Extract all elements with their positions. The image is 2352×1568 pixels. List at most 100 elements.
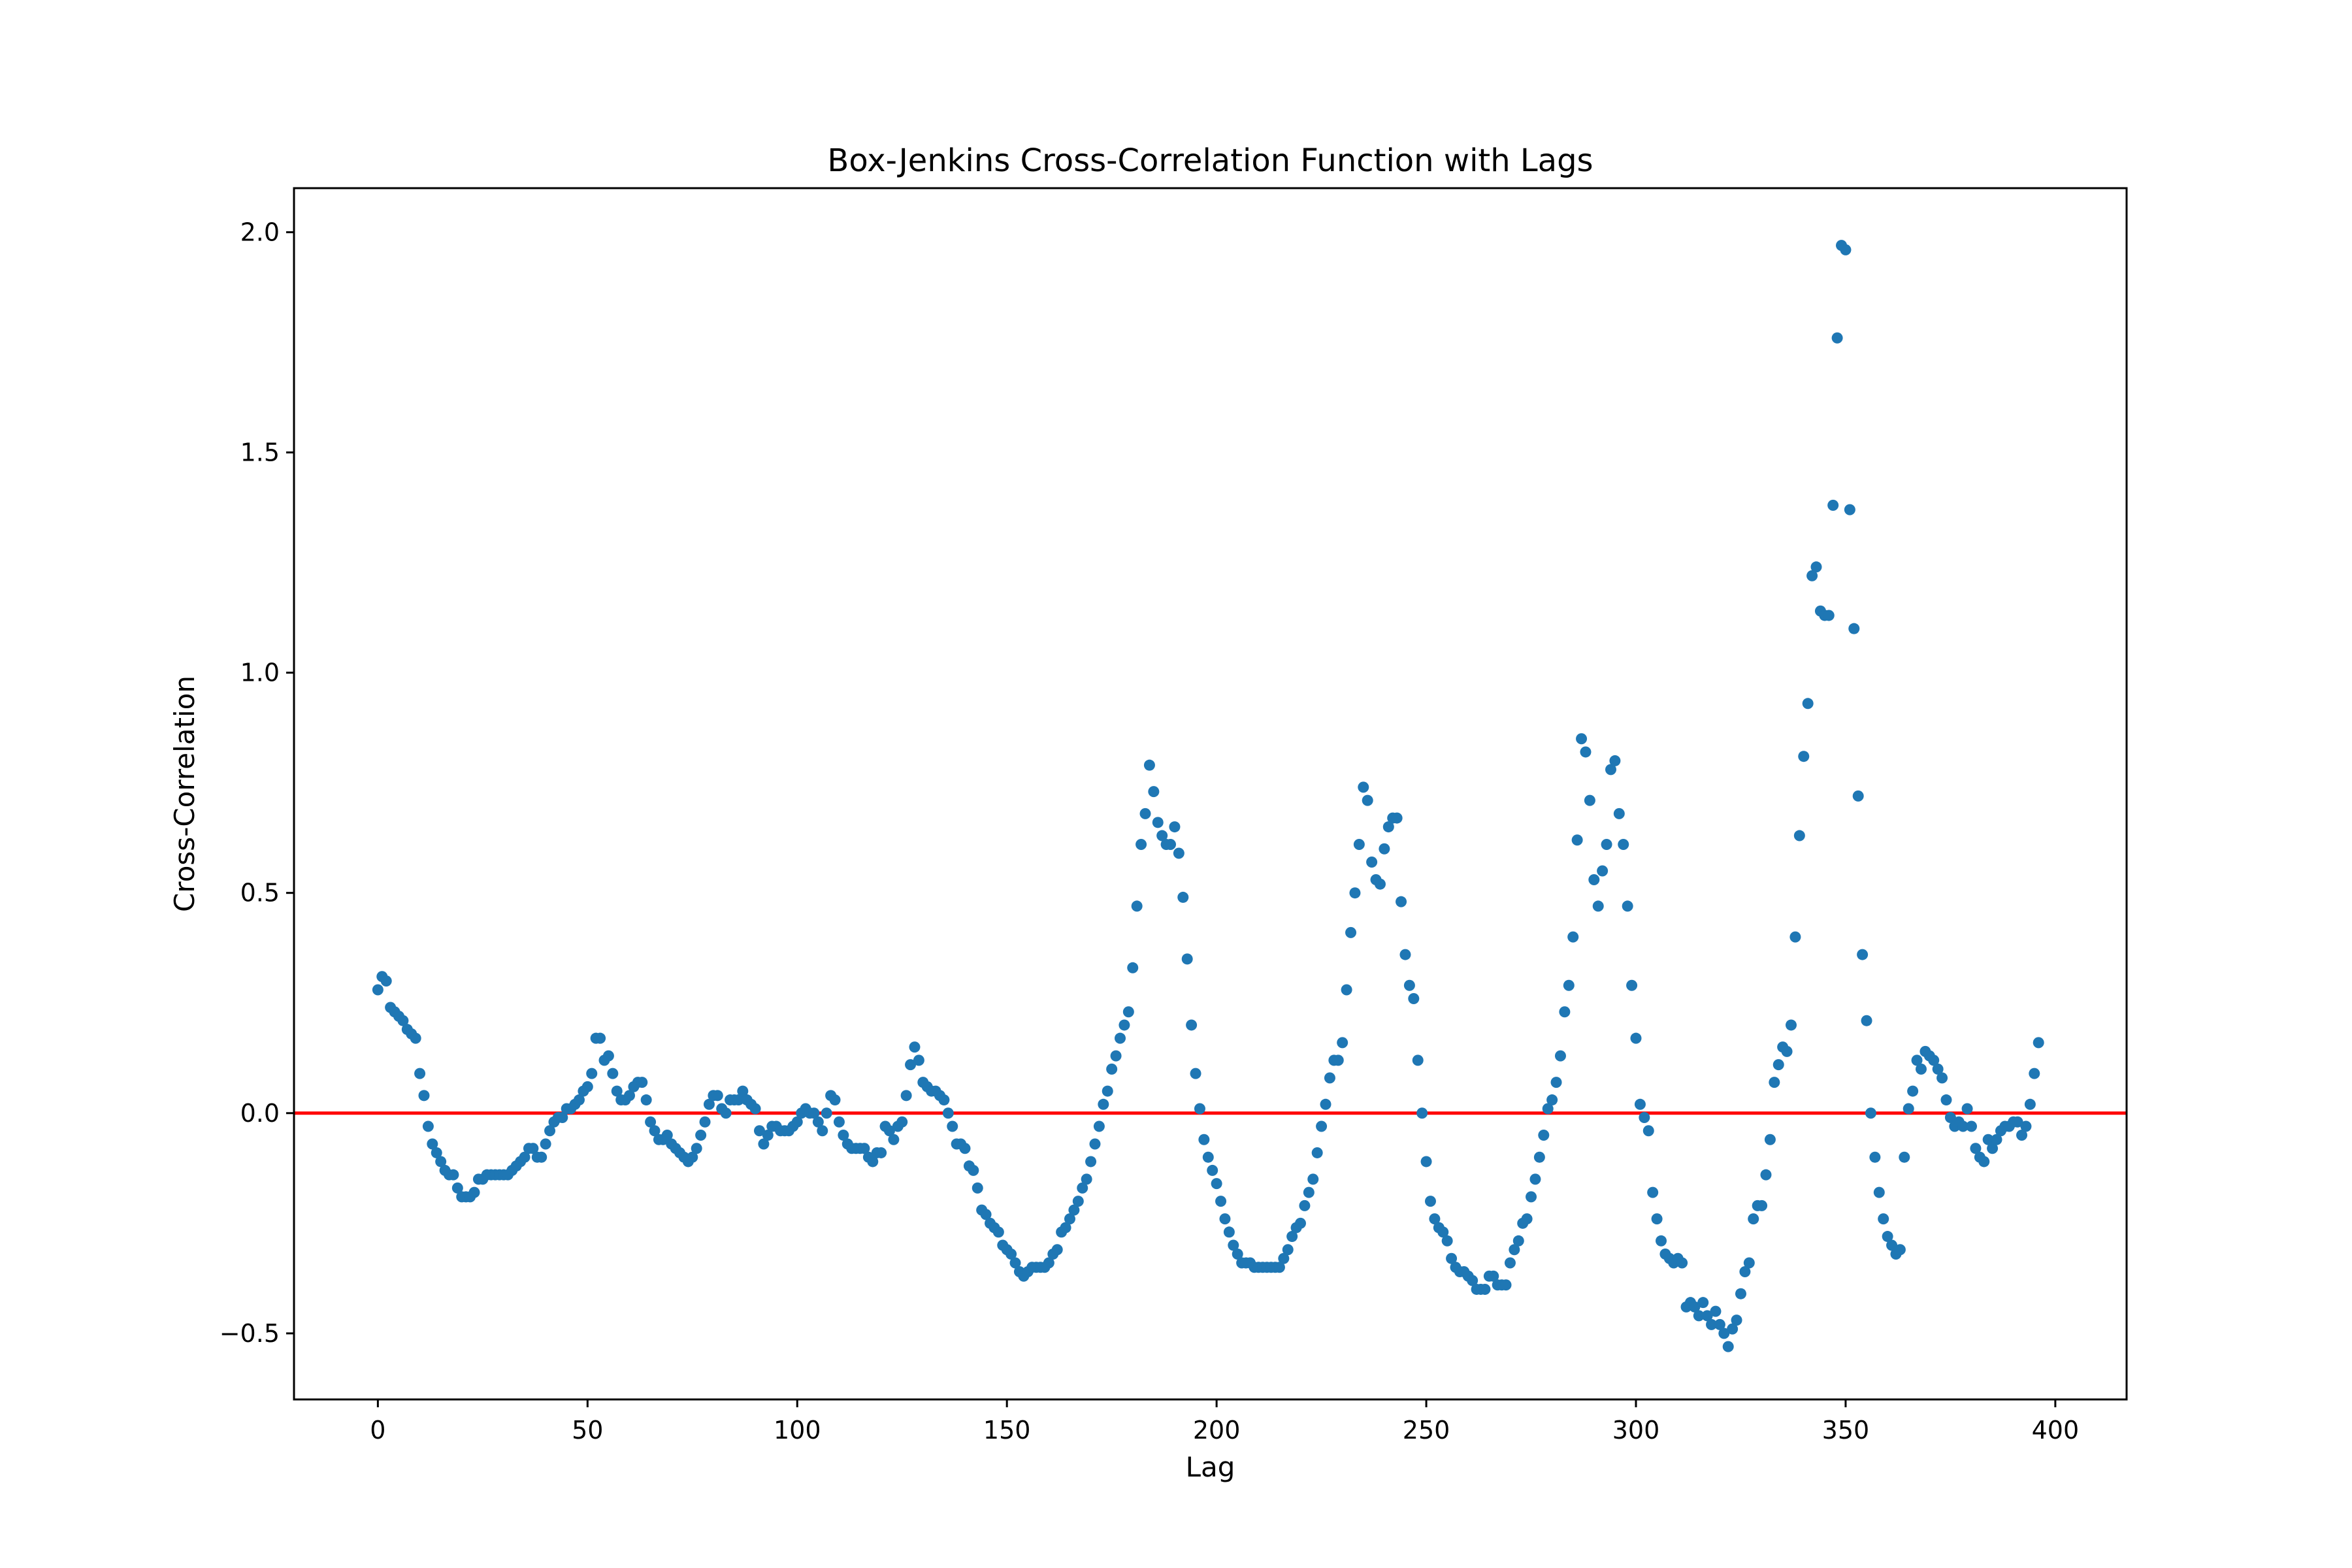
- data-point: [1789, 931, 1801, 943]
- data-point: [913, 1054, 924, 1066]
- y-tick-label: 1.5: [240, 438, 280, 467]
- data-point: [661, 1129, 673, 1141]
- data-point: [1626, 979, 1638, 991]
- data-point: [1743, 1257, 1755, 1269]
- data-point: [883, 1125, 895, 1137]
- data-point: [947, 1120, 958, 1132]
- data-point: [1127, 962, 1139, 973]
- data-point: [858, 1143, 870, 1154]
- data-point: [435, 1156, 447, 1168]
- data-point: [1609, 755, 1621, 766]
- y-axis-label: Cross-Correlation: [169, 676, 201, 912]
- data-point: [1706, 1318, 1718, 1330]
- data-point: [557, 1112, 568, 1124]
- data-point: [1764, 1134, 1776, 1145]
- data-point: [1429, 1213, 1441, 1225]
- data-point: [1563, 979, 1575, 991]
- data-point: [1403, 979, 1415, 991]
- data-point: [1089, 1138, 1101, 1150]
- data-point: [422, 1120, 434, 1132]
- data-point: [2024, 1098, 2036, 1110]
- data-point: [1936, 1072, 1948, 1084]
- data-point: [1618, 839, 1629, 851]
- data-point: [1928, 1054, 1940, 1066]
- data-point: [1093, 1120, 1105, 1132]
- data-point: [1152, 817, 1164, 828]
- data-point: [1232, 1249, 1243, 1260]
- data-point: [758, 1138, 770, 1150]
- data-point: [1072, 1196, 1084, 1207]
- data-point: [1316, 1120, 1328, 1132]
- data-point: [1689, 1301, 1701, 1313]
- x-tick-label: 400: [2032, 1416, 2080, 1445]
- data-point: [1580, 746, 1592, 758]
- data-point: [1588, 874, 1600, 885]
- data-point: [695, 1129, 707, 1141]
- data-point: [1769, 1077, 1780, 1088]
- data-point: [1005, 1249, 1017, 1260]
- x-tick-label: 350: [1822, 1416, 1870, 1445]
- data-point: [1512, 1235, 1524, 1247]
- data-point: [1165, 839, 1177, 851]
- data-point: [1957, 1120, 1969, 1132]
- data-point: [1961, 1103, 1973, 1115]
- y-axis: −0.5 0.0 0.5 1.0 1.5 2.0: [220, 218, 294, 1348]
- data-point: [2020, 1120, 2032, 1132]
- data-point: [1211, 1178, 1222, 1190]
- data-point: [888, 1134, 900, 1145]
- data-point: [1391, 812, 1403, 824]
- data-point: [1526, 1191, 1537, 1203]
- data-point: [1077, 1182, 1088, 1194]
- data-point: [1529, 1173, 1541, 1185]
- data-point: [1760, 1169, 1772, 1181]
- data-point: [1634, 1098, 1646, 1110]
- data-point: [812, 1116, 824, 1128]
- data-point: [821, 1107, 832, 1119]
- data-point: [1907, 1085, 1919, 1097]
- data-point: [1693, 1310, 1705, 1322]
- data-point: [1122, 1006, 1134, 1018]
- data-point: [1861, 1015, 1872, 1026]
- data-point: [875, 1147, 887, 1158]
- data-point: [1601, 839, 1612, 851]
- data-point: [1060, 1222, 1071, 1233]
- data-point: [1806, 570, 1818, 581]
- data-point: [380, 975, 392, 987]
- data-point: [1098, 1098, 1109, 1110]
- data-point: [1831, 332, 1843, 344]
- data-point: [586, 1068, 598, 1079]
- data-point: [1341, 984, 1352, 996]
- data-point: [1605, 764, 1616, 776]
- data-point: [980, 1209, 992, 1220]
- data-point: [1533, 1151, 1545, 1163]
- data-point: [1177, 891, 1189, 903]
- data-point: [1865, 1107, 1876, 1119]
- data-point: [732, 1094, 744, 1106]
- data-point: [527, 1143, 539, 1154]
- data-point: [1282, 1244, 1294, 1256]
- data-point: [1848, 623, 1860, 634]
- data-point: [1424, 1196, 1436, 1207]
- data-point: [1676, 1257, 1688, 1269]
- data-point: [1911, 1054, 1923, 1066]
- data-point: [1228, 1239, 1239, 1251]
- data-point: [611, 1085, 623, 1097]
- data-point: [1651, 1213, 1663, 1225]
- data-point: [1630, 1032, 1642, 1044]
- data-point: [636, 1077, 648, 1088]
- data-point: [720, 1107, 732, 1119]
- data-point: [1546, 1094, 1558, 1106]
- data-point: [1194, 1103, 1205, 1115]
- data-point: [1944, 1112, 1956, 1124]
- data-point: [1802, 698, 1814, 710]
- data-point: [1345, 926, 1357, 938]
- data-point: [1366, 856, 1378, 868]
- data-point: [1382, 821, 1394, 833]
- data-point: [1219, 1213, 1231, 1225]
- data-point: [519, 1151, 531, 1163]
- data-point: [1567, 931, 1579, 943]
- data-point: [640, 1094, 652, 1106]
- data-point: [1420, 1156, 1432, 1168]
- data-point: [1043, 1257, 1054, 1269]
- data-point: [427, 1138, 438, 1150]
